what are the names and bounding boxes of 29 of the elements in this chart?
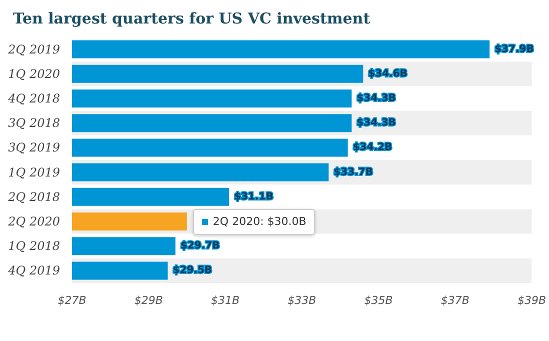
y-tick-label: 2Q 2020 <box>7 214 60 228</box>
y-tick-label: 4Q 2018 <box>7 92 60 106</box>
x-tick-label: $39B <box>517 294 546 307</box>
data-label: $33.7B <box>334 166 373 178</box>
y-tick-label: 3Q 2018 <box>8 116 60 130</box>
y-tick-label: 2Q 2019 <box>7 42 60 56</box>
y-tick-label: 3Q 2019 <box>8 140 60 155</box>
data-label: $29.7B <box>180 240 220 252</box>
x-tick-label: $29B <box>134 294 163 307</box>
x-tick-label: $33B <box>288 294 316 307</box>
y-tick-label: 1Q 2019 <box>8 165 60 180</box>
data-label: $31.1B <box>234 191 274 202</box>
data-label: $37.9B <box>494 44 534 55</box>
data-label: $29.5B <box>172 265 212 276</box>
data-label: $34.6B <box>368 68 408 80</box>
y-tick-label: 1Q 2018 <box>8 239 60 254</box>
annotation: 2Q 2020: $30.0B <box>212 215 306 228</box>
y-tick-label: 1Q 2020 <box>8 66 60 81</box>
x-tick-label: $27B <box>58 294 86 307</box>
chart-title: Ten largest quarters for US VC investment <box>13 10 370 28</box>
data-label: $34.2B <box>352 142 392 154</box>
x-tick-label: $35B <box>364 294 393 307</box>
y-tick-label: 4Q 2019 <box>7 264 60 278</box>
data-label: $34.3B <box>356 118 396 129</box>
data-label: $34.3B <box>356 93 396 104</box>
x-tick-label: $37B <box>440 294 470 307</box>
tooltip-box: 2Q 2020: $30.0B <box>192 208 316 234</box>
y-tick-label: 2Q 2018 <box>7 190 60 204</box>
x-tick-label: $31B <box>210 294 240 307</box>
